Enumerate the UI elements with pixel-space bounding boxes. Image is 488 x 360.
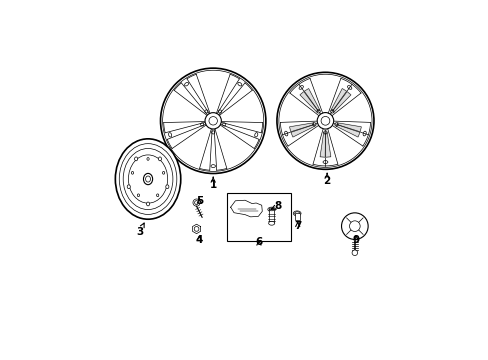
Polygon shape [186,74,209,113]
Ellipse shape [146,158,149,160]
Ellipse shape [267,207,275,212]
Polygon shape [230,200,262,217]
Text: 6: 6 [255,237,262,247]
Polygon shape [299,91,318,112]
Text: 1: 1 [209,177,216,190]
Text: 8: 8 [271,201,282,211]
Text: 5: 5 [195,196,203,206]
Circle shape [193,199,200,206]
Ellipse shape [293,211,301,216]
Ellipse shape [158,157,161,161]
Text: 4: 4 [195,235,203,245]
Polygon shape [220,125,259,149]
Polygon shape [174,83,207,115]
Text: 2: 2 [323,174,330,186]
Ellipse shape [131,171,133,174]
Bar [226,193,290,242]
Ellipse shape [165,185,168,189]
Polygon shape [304,89,319,111]
Polygon shape [167,125,205,149]
Polygon shape [192,224,200,234]
Polygon shape [328,78,360,116]
Circle shape [341,213,367,239]
Polygon shape [280,121,318,146]
Polygon shape [320,133,325,157]
Polygon shape [312,129,337,166]
Polygon shape [336,123,361,132]
Ellipse shape [115,139,181,219]
Circle shape [351,250,357,256]
Polygon shape [214,129,226,170]
Text: 3: 3 [136,223,144,237]
Bar [294,213,299,220]
Polygon shape [163,122,204,133]
Ellipse shape [268,221,274,225]
Ellipse shape [156,194,159,197]
Polygon shape [332,91,350,112]
Ellipse shape [137,194,139,197]
Bar [268,210,274,223]
Ellipse shape [146,202,149,206]
Polygon shape [332,121,370,146]
Polygon shape [290,125,314,137]
Polygon shape [219,83,252,115]
Text: 7: 7 [293,221,301,231]
Ellipse shape [127,185,130,189]
Text: 9: 9 [352,235,359,245]
Polygon shape [325,133,330,157]
Polygon shape [289,123,313,132]
Polygon shape [199,129,212,170]
Polygon shape [221,122,262,133]
Polygon shape [216,74,239,113]
Polygon shape [336,125,359,137]
Ellipse shape [162,171,164,174]
Ellipse shape [134,157,138,161]
Polygon shape [289,78,322,116]
Polygon shape [330,89,346,111]
